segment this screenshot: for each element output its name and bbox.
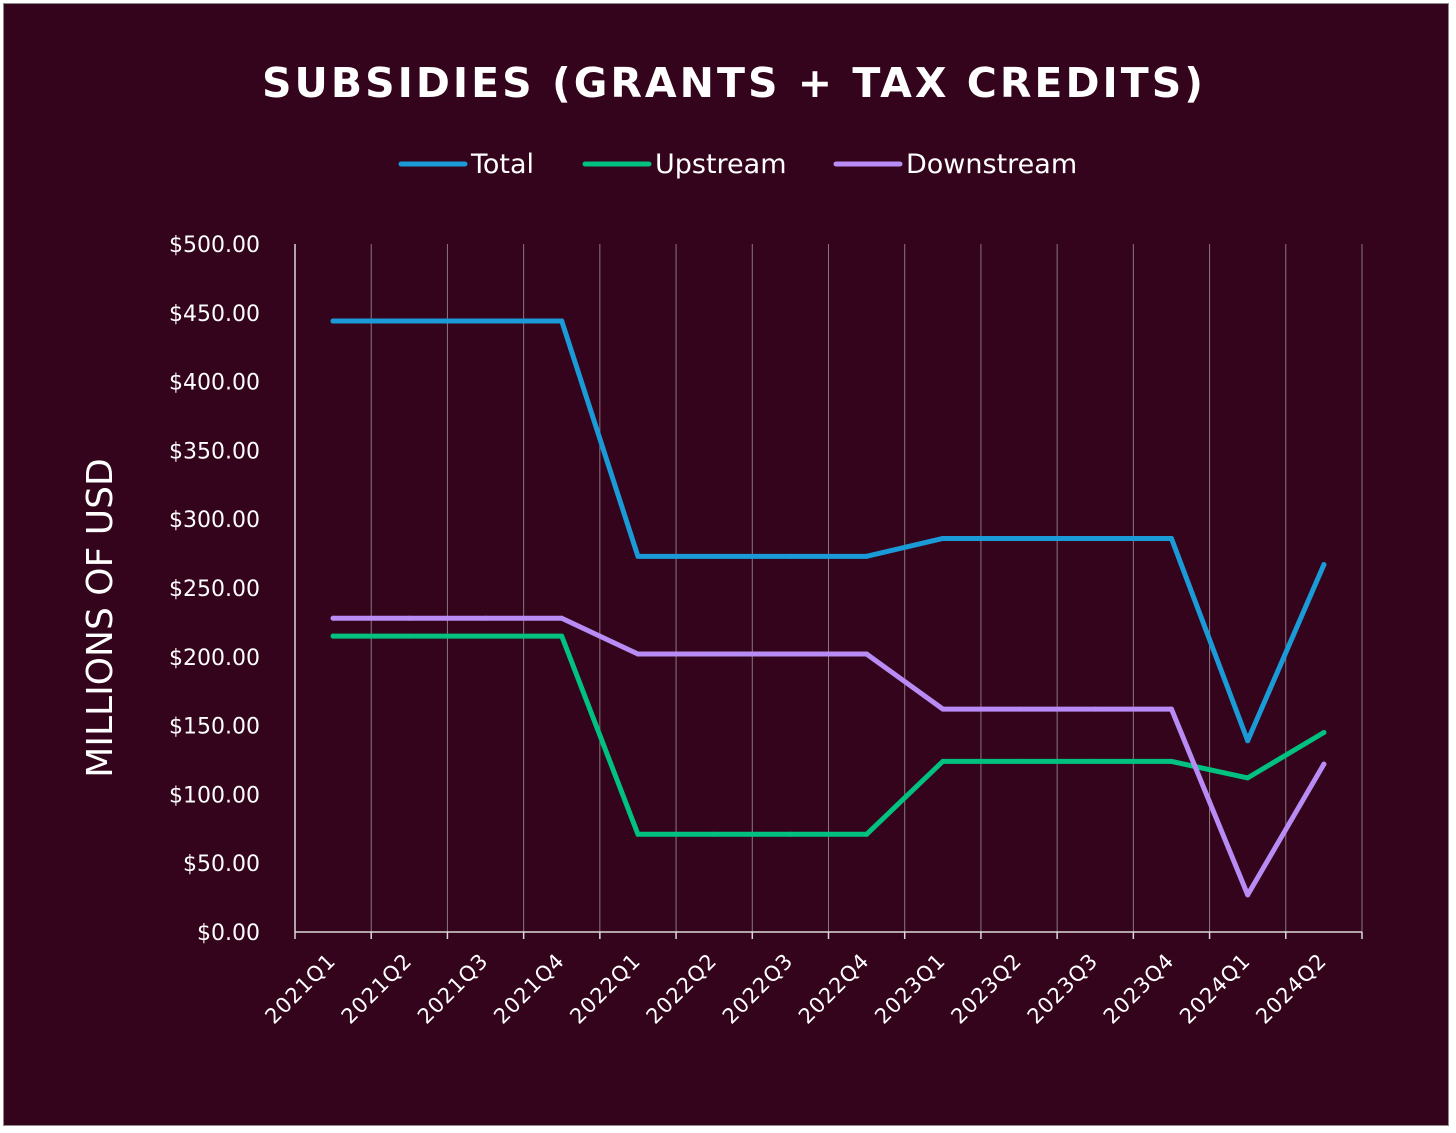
legend-label-upstream: Upstream <box>655 149 787 180</box>
legend-label-total: Total <box>470 149 534 180</box>
data-point-downstream <box>1168 706 1174 712</box>
y-tick-label: $450.00 <box>169 302 260 327</box>
x-tick-label: 2021Q3 <box>413 949 493 1029</box>
x-tick-label: 2023Q2 <box>946 949 1026 1029</box>
data-point-downstream <box>330 615 336 621</box>
data-point-upstream <box>1245 775 1251 781</box>
x-tick-label: 2022Q1 <box>565 949 645 1029</box>
y-tick-label: $150.00 <box>169 715 260 740</box>
legend-item-downstream: Downstream <box>833 149 1077 180</box>
data-point-total <box>1168 535 1174 541</box>
data-point-total <box>483 318 489 324</box>
y-tick-label: $50.00 <box>183 852 260 877</box>
data-point-upstream <box>1168 758 1174 764</box>
data-point-upstream <box>787 831 793 837</box>
data-point-total <box>1092 535 1098 541</box>
data-point-upstream <box>635 831 641 837</box>
data-point-total <box>1321 562 1327 568</box>
y-tick-label: $350.00 <box>169 439 260 464</box>
data-point-downstream <box>1016 706 1022 712</box>
data-point-total <box>864 553 870 559</box>
x-tick-label: 2022Q4 <box>794 949 874 1029</box>
data-point-downstream <box>559 615 565 621</box>
x-tick-label: 2023Q3 <box>1023 949 1103 1029</box>
data-point-total <box>1016 535 1022 541</box>
x-tick-label: 2024Q2 <box>1251 949 1331 1029</box>
data-point-total <box>559 318 565 324</box>
data-point-upstream <box>1092 758 1098 764</box>
data-point-upstream <box>1016 758 1022 764</box>
data-point-upstream <box>330 633 336 639</box>
data-point-upstream <box>406 633 412 639</box>
y-tick-label: $250.00 <box>169 577 260 602</box>
data-point-downstream <box>787 651 793 657</box>
legend-item-upstream: Upstream <box>582 149 787 180</box>
x-tick-label: 2021Q4 <box>489 949 569 1029</box>
data-point-upstream <box>559 633 565 639</box>
y-tick-label: $500.00 <box>169 233 260 258</box>
legend-label-downstream: Downstream <box>906 149 1077 180</box>
data-point-downstream <box>635 651 641 657</box>
data-point-downstream <box>864 651 870 657</box>
series-lines <box>330 318 1327 898</box>
legend-item-total: Total <box>398 149 534 180</box>
data-point-downstream <box>711 651 717 657</box>
x-tick-label: 2024Q1 <box>1175 949 1255 1029</box>
data-point-downstream <box>1092 706 1098 712</box>
data-point-upstream <box>711 831 717 837</box>
y-tick-label: $0.00 <box>197 921 260 946</box>
x-tick-label: 2021Q1 <box>260 949 340 1029</box>
x-tick-label: 2022Q2 <box>642 949 722 1029</box>
chart-frame: SUBSIDIES (GRANTS + TAX CREDITS) Total Up… <box>3 3 1449 1126</box>
series-total <box>330 318 1327 744</box>
y-tick-label: $300.00 <box>169 508 260 533</box>
x-tick-label: 2021Q2 <box>337 949 417 1029</box>
data-point-upstream <box>1321 729 1327 735</box>
data-point-downstream <box>940 706 946 712</box>
x-axis-ticks: 2021Q12021Q22021Q32021Q42022Q12022Q22022… <box>260 949 1331 1029</box>
y-axis-label: MILLIONS OF USD <box>80 458 121 777</box>
data-point-downstream <box>483 615 489 621</box>
gridlines <box>294 244 1363 939</box>
data-point-downstream <box>1245 892 1251 898</box>
data-point-upstream <box>940 758 946 764</box>
line-chart: SUBSIDIES (GRANTS + TAX CREDITS) Total Up… <box>80 59 1363 1029</box>
data-point-downstream <box>406 615 412 621</box>
data-point-upstream <box>864 831 870 837</box>
series-line-upstream <box>330 633 1327 837</box>
x-tick-label: 2023Q4 <box>1099 949 1179 1029</box>
data-point-downstream <box>1321 761 1327 767</box>
data-point-upstream <box>483 633 489 639</box>
y-tick-label: $200.00 <box>169 646 260 671</box>
data-point-total <box>1245 738 1251 744</box>
data-point-total <box>330 318 336 324</box>
series-upstream <box>330 633 1327 837</box>
series-line-downstream <box>330 615 1327 898</box>
data-point-total <box>635 553 641 559</box>
data-point-total <box>711 553 717 559</box>
chart-title: SUBSIDIES (GRANTS + TAX CREDITS) <box>262 59 1206 107</box>
series-line-total <box>330 318 1327 744</box>
x-tick-label: 2023Q1 <box>870 949 950 1029</box>
y-tick-label: $400.00 <box>169 371 260 396</box>
legend: Total Upstream Downstream <box>398 149 1077 180</box>
data-point-total <box>940 535 946 541</box>
y-tick-label: $100.00 <box>169 783 260 808</box>
data-point-total <box>406 318 412 324</box>
y-axis-ticks: $0.00 $50.00 $100.00 $150.00 $200.00 $250.00 $… <box>169 233 260 946</box>
series-downstream <box>330 615 1327 898</box>
x-tick-label: 2022Q3 <box>718 949 798 1029</box>
data-point-total <box>787 553 793 559</box>
